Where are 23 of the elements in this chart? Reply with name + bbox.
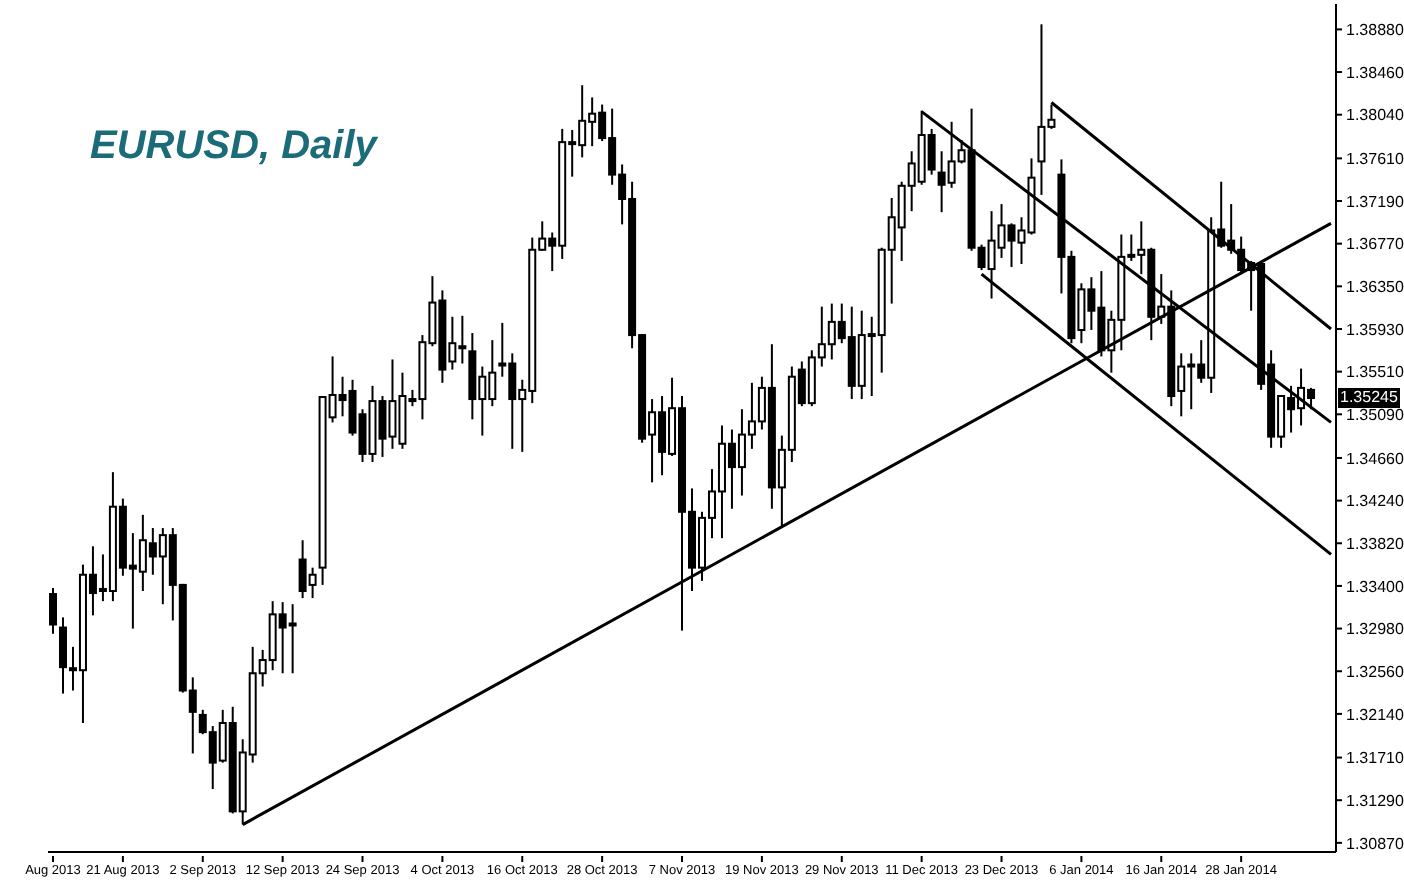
y-tick-label: 1.34240	[1346, 492, 1404, 511]
y-tick-label: 1.35510	[1346, 363, 1404, 382]
y-tick-label: 1.36350	[1346, 278, 1404, 297]
y-tick-label: 1.38460	[1346, 63, 1404, 82]
y-tick-label: 1.33820	[1346, 534, 1404, 553]
y-tick-label: 1.32560	[1346, 662, 1404, 681]
y-tick-label: 1.38880	[1346, 21, 1404, 40]
annotation: 1.35245	[1338, 388, 1400, 409]
candlestick	[49, 586, 57, 635]
y-tick-label: 1.36770	[1346, 235, 1404, 254]
y-tick-label: 1.30870	[1346, 834, 1404, 853]
y-tick-label: 1.33400	[1346, 577, 1404, 596]
y-tick-label: 1.37190	[1346, 192, 1404, 211]
y-tick-label: 1.37610	[1346, 150, 1404, 169]
y-tick-label: 1.32980	[1346, 620, 1404, 639]
y-tick-label: 1.35090	[1346, 405, 1404, 424]
y-tick-label: 1.34660	[1346, 449, 1404, 468]
y-tick-label: 1.31710	[1346, 749, 1404, 768]
text: EURUSD, Daily	[90, 124, 377, 170]
y-tick-label: 1.31290	[1346, 791, 1404, 810]
y-tick-label: 1.38040	[1346, 106, 1404, 125]
y-tick-label: 1.32140	[1346, 705, 1404, 724]
y-tick-label: 1.35930	[1346, 320, 1404, 339]
